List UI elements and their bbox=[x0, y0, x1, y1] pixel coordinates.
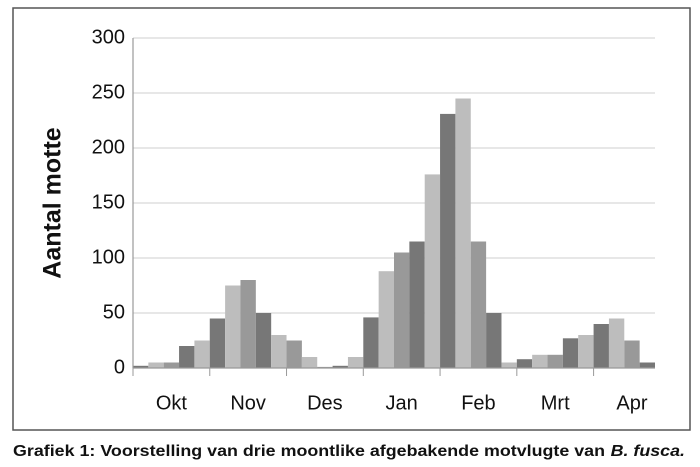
x-tick-label: Okt bbox=[156, 392, 188, 414]
x-tick-label: Jan bbox=[386, 392, 418, 414]
y-axis-label: Aantal motte bbox=[39, 127, 67, 279]
bar bbox=[332, 365, 348, 368]
bar bbox=[562, 338, 579, 368]
bar bbox=[378, 271, 394, 368]
bar bbox=[624, 340, 640, 368]
bar bbox=[240, 280, 256, 368]
bar bbox=[394, 252, 410, 368]
bar bbox=[225, 285, 241, 368]
bar bbox=[363, 317, 379, 368]
bar bbox=[455, 98, 471, 368]
bar bbox=[486, 313, 502, 368]
x-tick-label: Feb bbox=[461, 392, 495, 414]
bar bbox=[424, 174, 441, 368]
bar bbox=[578, 335, 594, 368]
bar bbox=[133, 365, 149, 368]
bar bbox=[501, 362, 517, 368]
bar bbox=[470, 241, 487, 368]
y-tick-label: 50 bbox=[103, 301, 125, 323]
x-tick-label: Nov bbox=[230, 392, 266, 414]
bar bbox=[532, 354, 548, 368]
x-tick-label: Des bbox=[307, 392, 343, 414]
x-tick-label: Mrt bbox=[541, 392, 570, 414]
bar bbox=[639, 362, 655, 368]
bar bbox=[440, 113, 456, 369]
y-tick-label: 250 bbox=[92, 81, 125, 103]
bar bbox=[179, 346, 195, 368]
bar bbox=[148, 362, 164, 368]
bar bbox=[209, 318, 226, 368]
bar bbox=[608, 318, 625, 368]
bar bbox=[163, 362, 180, 368]
bar bbox=[593, 324, 609, 368]
bar bbox=[301, 357, 318, 368]
y-tick-label: 200 bbox=[92, 136, 125, 158]
caption-text: Grafiek 1: Voorstelling van drie moontli… bbox=[13, 443, 605, 460]
caption-species: B. fusca. bbox=[611, 443, 685, 460]
y-tick-label: 150 bbox=[92, 191, 125, 213]
bar bbox=[347, 357, 364, 368]
bar bbox=[271, 335, 287, 368]
bar bbox=[547, 354, 563, 368]
bar bbox=[255, 313, 272, 368]
y-tick-label: 100 bbox=[92, 246, 125, 268]
bar bbox=[286, 340, 302, 368]
bar bbox=[516, 359, 533, 368]
y-tick-label: 300 bbox=[92, 26, 125, 48]
caption: Grafiek 1: Voorstelling van drie moontli… bbox=[13, 443, 685, 460]
bar bbox=[409, 241, 425, 368]
y-tick-label: 0 bbox=[114, 356, 125, 378]
bar bbox=[194, 340, 210, 368]
x-tick-label: Apr bbox=[616, 392, 647, 414]
